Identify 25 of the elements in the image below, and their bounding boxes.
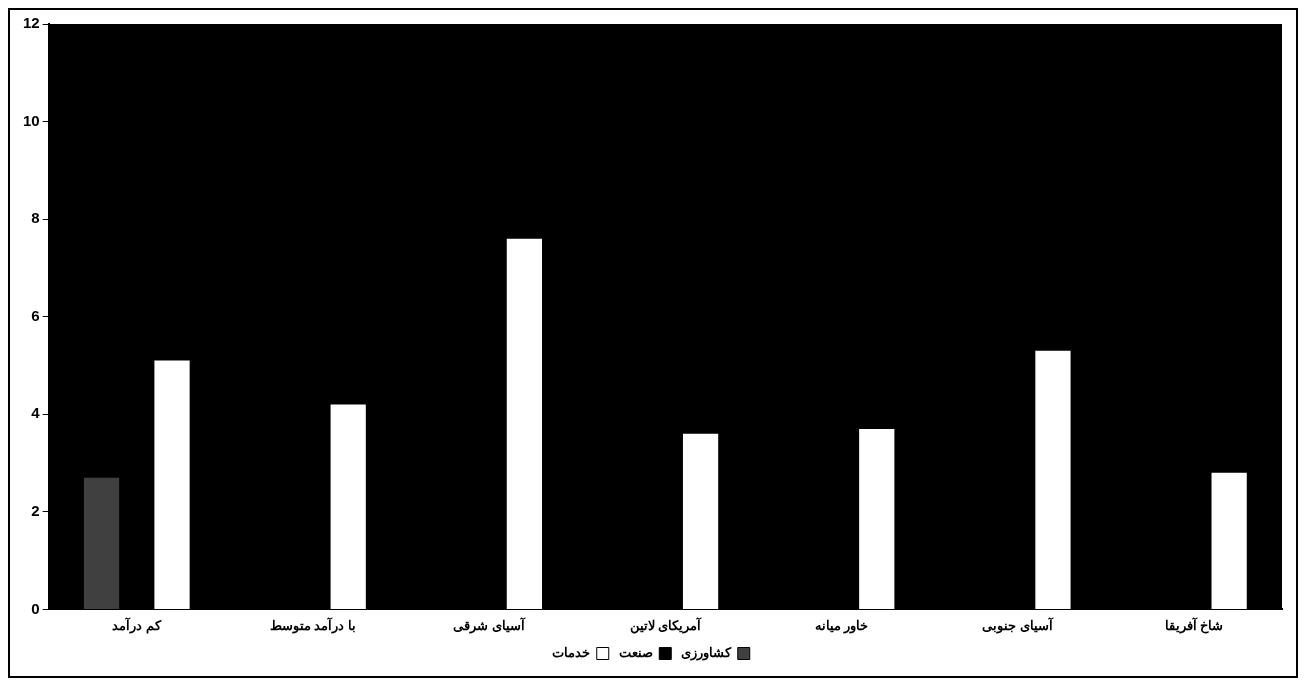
x-tick-label: خاور میانه [814, 617, 869, 634]
bar [330, 404, 366, 609]
x-tick-label: آسیای جنوبی [982, 616, 1055, 634]
bar [1035, 350, 1071, 609]
x-tick-label: کم درآمد [112, 616, 163, 634]
y-tick-label: 0 [31, 599, 40, 617]
bar [1211, 472, 1247, 609]
x-tick-label: آسیای شرقی [453, 616, 526, 634]
legend-label: کشاورزی [681, 645, 733, 662]
y-tick-label: 6 [31, 306, 40, 324]
bar [154, 360, 190, 609]
bar [83, 477, 120, 609]
x-tick-label: با درآمد متوسط [269, 616, 357, 634]
x-tick-label: شاخ آفریقا [1164, 616, 1224, 634]
y-tick-label: 12 [23, 14, 40, 32]
y-tick-label: 8 [31, 209, 40, 227]
y-tick-label: 10 [23, 111, 40, 129]
legend-label: صنعت [618, 645, 653, 661]
x-tick-label: آمریکای لاتین [629, 616, 703, 634]
y-tick-label: 4 [31, 404, 41, 422]
legend-label: خدمات [552, 645, 591, 661]
bar [859, 428, 895, 609]
bar [682, 433, 719, 609]
y-tick-label: 2 [31, 501, 40, 519]
bar [506, 238, 543, 609]
